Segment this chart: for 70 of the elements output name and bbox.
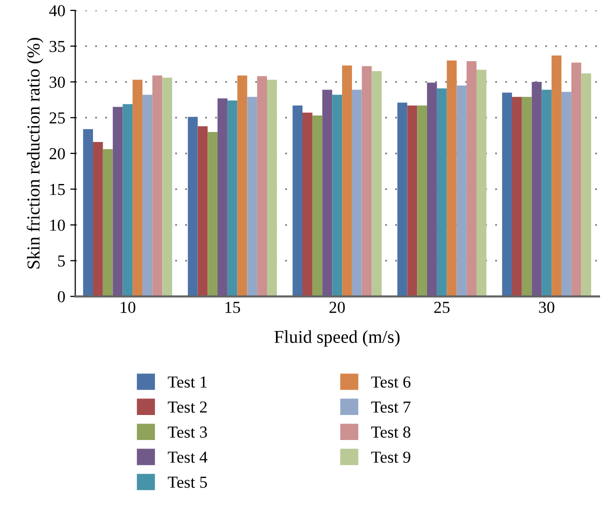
bar [152,75,162,296]
bar [218,98,228,296]
x-tick-label: 15 [226,302,240,313]
bar [427,82,437,296]
legend-label: Test 9 [371,452,410,463]
bar [132,80,142,296]
y-tick-label: 25 [50,112,65,124]
y-tick-label: 5 [58,256,65,267]
x-tick-label: 30 [539,302,554,313]
bar [162,78,172,296]
bar [397,102,408,296]
bar [417,105,428,296]
legend-label: Test 1 [168,376,207,388]
bar [322,90,332,296]
y-tick-label: 30 [50,76,65,88]
y-tick-label: 10 [50,220,65,231]
bar [456,85,467,296]
bar [512,96,522,296]
bar [266,80,277,296]
bar [522,96,532,296]
bar [436,88,447,296]
bar [532,82,542,296]
bar [237,75,248,296]
bar [332,94,342,296]
legend-label: Test 5 [168,476,207,488]
bar [352,90,362,296]
bar [342,65,352,296]
y-tick-label: 0 [58,291,65,302]
bar [102,149,113,296]
legend-label: Test 8 [371,426,410,438]
bar [502,92,512,296]
y-tick-label: 40 [49,5,65,16]
bar [571,62,582,296]
bar [466,61,476,296]
x-tick-label: 25 [434,302,450,313]
bar [302,112,312,296]
bar [208,132,218,296]
bar [247,96,258,296]
bar [542,90,552,296]
bar [142,94,152,296]
bar [83,129,93,296]
bar [446,60,457,296]
legend-label: Test 6 [371,376,410,388]
bar [552,55,562,296]
bar [561,92,572,296]
bar [312,116,322,296]
x-axis-title: Fluid speed (m/s) [274,330,400,347]
bar [188,116,198,296]
bar [257,76,267,296]
legend-label: Test 3 [168,426,207,438]
bar [476,70,486,296]
bar [227,100,238,296]
bar [407,105,418,296]
bar [93,142,103,296]
y-axis-title: Skin friction reduction ratio (%) [26,38,44,269]
legend-label: Test 7 [371,402,410,413]
bar [198,126,208,296]
x-tick-label: 10 [120,302,136,313]
x-tick-label: 20 [330,302,345,313]
y-tick-label: 35 [50,40,65,52]
bar [112,106,123,296]
bar [362,66,372,296]
bar [122,104,133,296]
y-tick-label: 15 [50,184,65,196]
bar [292,105,302,296]
bar [372,71,382,296]
legend-label: Test 4 [168,452,208,463]
bar [581,73,592,296]
y-tick-label: 20 [50,148,65,160]
legend-label: Test 2 [168,402,207,413]
